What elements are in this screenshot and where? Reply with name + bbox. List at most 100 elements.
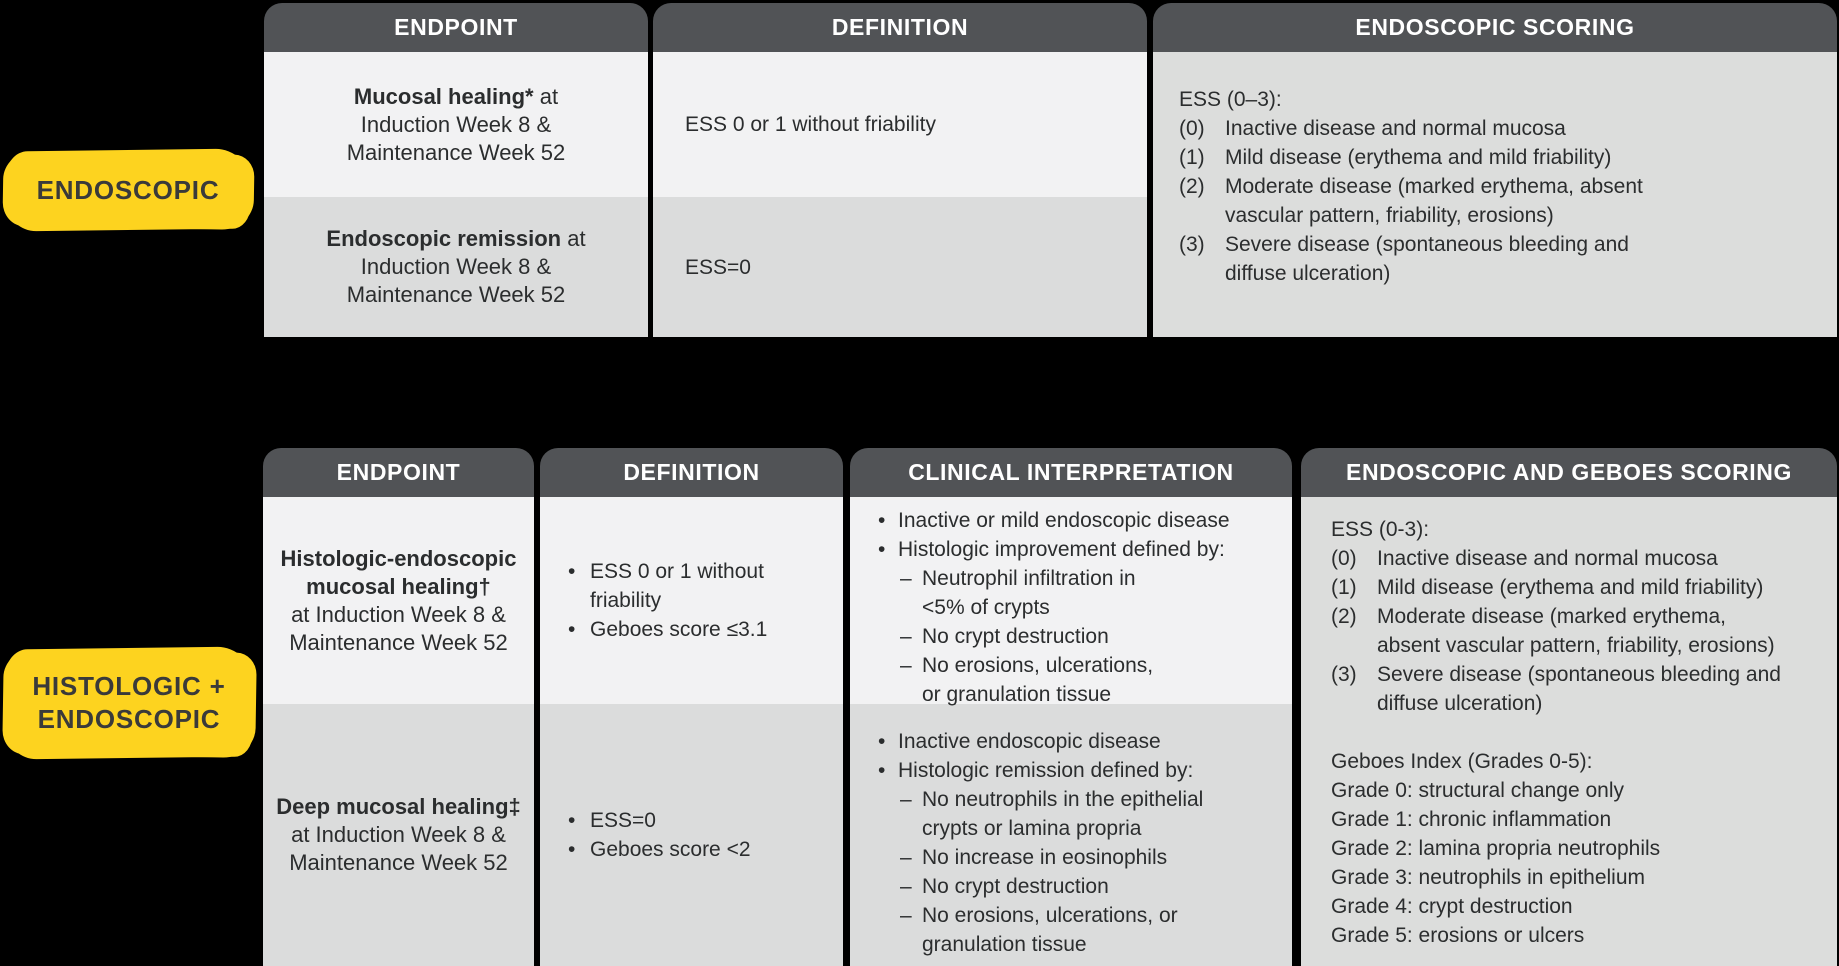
table1-endpoint-column: ENDPOINT Mucosal healing* at Induction We… xyxy=(264,3,648,337)
list-marker: (2) xyxy=(1331,605,1357,628)
table1-row1-endpoint-cell: Mucosal healing* at Induction Week 8 & Mai… xyxy=(264,52,648,197)
text-line: (0) Inactive disease and normal mucosa xyxy=(1331,544,1829,573)
text-line: • ESS=0 xyxy=(568,806,843,835)
text-span: at xyxy=(561,226,586,251)
histologic-endoscopic-section-label: HISTOLOGIC + ENDOSCOPIC xyxy=(2,646,257,760)
bold-text: mucosal healing† xyxy=(306,573,491,599)
text-line: Maintenance Week 52 xyxy=(281,629,517,657)
text-line: mucosal healing† xyxy=(281,573,517,601)
text-span: ESS=0 xyxy=(590,809,656,832)
text-span: Maintenance Week 52 xyxy=(346,282,566,307)
table2-row2-clinical-cell: • Inactive endoscopic disease • Histologic … xyxy=(850,704,1292,966)
ess-scale-list: (0) Inactive disease and normal mucosa (1)… xyxy=(1179,114,1819,288)
table2-clinical-interpretation-column: CLINICAL INTERPRETATION • Inactive or mil… xyxy=(850,448,1292,966)
text-line: • ESS 0 or 1 without xyxy=(568,557,843,586)
text-line: • Histologic improvement defined by: xyxy=(878,535,1282,564)
table2-row1-definition-cell: • ESS 0 or 1 without friability • Geboes sco… xyxy=(540,497,843,704)
table1-definition-header: DEFINITION xyxy=(653,3,1147,52)
text-span: Moderate disease (marked erythema, absen… xyxy=(1225,175,1643,198)
list-marker: (3) xyxy=(1179,233,1205,256)
list-marker: – xyxy=(900,846,912,869)
text-span: Mild disease (erythema and mild friabili… xyxy=(1225,146,1612,169)
table2-row1-clinical-cell: • Inactive or mild endoscopic disease • His… xyxy=(850,497,1292,706)
text-line: Endoscopic remission at xyxy=(326,225,585,253)
text-line: – No erosions, ulcerations, or xyxy=(878,901,1282,930)
text-line: – No increase in eosinophils xyxy=(878,843,1282,872)
text-line: Grade 0: structural change only xyxy=(1331,776,1829,805)
text-line: (3) Severe disease (spontaneous bleeding … xyxy=(1331,660,1829,689)
text-line: • Histologic remission defined by: xyxy=(878,756,1282,785)
ess-scale-title: ESS (0–3): xyxy=(1179,88,1282,111)
definition-text: ESS=0 xyxy=(685,253,1147,282)
table1-scoring-header: ENDOSCOPIC SCORING xyxy=(1153,3,1837,52)
text-line: (3) Severe disease (spontaneous bleeding … xyxy=(1179,230,1819,259)
table1-endpoint-header: ENDPOINT xyxy=(264,3,648,52)
endpoint-text: Mucosal healing* at Induction Week 8 & Mai… xyxy=(347,83,566,167)
text-line: Histologic-endoscopic xyxy=(281,545,517,573)
bold-text: Histologic-endoscopic xyxy=(280,545,517,571)
text-span: Grade 4: crypt destruction xyxy=(1331,895,1573,918)
column-header-text: DEFINITION xyxy=(831,14,969,40)
list-marker: • xyxy=(878,759,886,782)
text-span: Maintenance Week 52 xyxy=(346,139,566,165)
text-span: ESS 0 or 1 without friability xyxy=(685,113,936,136)
list-marker: – xyxy=(900,904,912,927)
text-span: Grade 1: chronic inflammation xyxy=(1331,808,1612,831)
text-line: Maintenance Week 52 xyxy=(326,281,585,309)
text-line: Grade 5: erosions or ulcers xyxy=(1331,921,1829,950)
text-span: Induction Week 8 & xyxy=(360,111,552,137)
text-span: No neutrophils in the epithelial xyxy=(922,788,1204,811)
text-span: Severe disease (spontaneous bleeding and xyxy=(1225,233,1629,256)
text-span: No increase in eosinophils xyxy=(922,846,1168,869)
text-span: at Induction Week 8 & xyxy=(291,822,506,847)
table2-clinical-header: CLINICAL INTERPRETATION xyxy=(850,448,1292,497)
text-line: crypts or lamina propria xyxy=(878,814,1282,843)
text-span: granulation tissue xyxy=(922,933,1087,956)
list-marker: (3) xyxy=(1331,663,1357,686)
text-line: Grade 3: neutrophils in epithelium xyxy=(1331,863,1829,892)
list-marker: (0) xyxy=(1179,117,1205,140)
text-span: Grade 5: erosions or ulcers xyxy=(1331,924,1585,947)
text-line: (0) Inactive disease and normal mucosa xyxy=(1179,114,1819,143)
text-line: (2) Moderate disease (marked erythema, xyxy=(1331,602,1829,631)
text-span: Induction Week 8 & xyxy=(360,254,552,279)
text-span: Inactive endoscopic disease xyxy=(898,730,1161,753)
list-marker: – xyxy=(900,654,912,677)
table1-row1-definition-cell: ESS 0 or 1 without friability xyxy=(653,52,1147,197)
column-header-text: ENDPOINT xyxy=(394,14,518,40)
table2-definition-header: DEFINITION xyxy=(540,448,843,497)
text-line: • Geboes score ≤3.1 xyxy=(568,615,843,644)
clinical-bullet-list: • Inactive endoscopic disease • Histologic … xyxy=(878,727,1282,959)
text-span: Inactive disease and normal mucosa xyxy=(1377,547,1718,570)
definition-bullet-list: • ESS=0 • Geboes score <2 xyxy=(568,806,843,864)
text-span: absent vascular pattern, friability, ero… xyxy=(1377,634,1775,657)
text-span: diffuse ulceration) xyxy=(1377,692,1543,715)
endpoint-text: Deep mucosal healing‡ at Induction Week 8… xyxy=(276,793,521,877)
text-line: Grade 1: chronic inflammation xyxy=(1331,805,1829,834)
text-line: or granulation tissue xyxy=(878,680,1282,709)
table1-row2-endpoint-cell: Endoscopic remission at Induction Week 8 … xyxy=(264,197,648,337)
list-marker: – xyxy=(900,625,912,648)
list-marker: • xyxy=(878,730,886,753)
geboes-index-title: Geboes Index (Grades 0-5): xyxy=(1331,750,1593,773)
list-marker: • xyxy=(568,838,576,861)
table1-scoring-cell: ESS (0–3): (0) Inactive disease and norma… xyxy=(1153,52,1837,337)
list-marker: – xyxy=(900,567,912,590)
text-line: – No crypt destruction xyxy=(878,872,1282,901)
text-line: • Inactive endoscopic disease xyxy=(878,727,1282,756)
text-span: friability xyxy=(590,589,662,612)
text-line: Grade 2: lamina propria neutrophils xyxy=(1331,834,1829,863)
text-line: Induction Week 8 & xyxy=(326,253,585,281)
text-line: – No crypt destruction xyxy=(878,622,1282,651)
text-line: – No neutrophils in the epithelial xyxy=(878,785,1282,814)
text-line: • Geboes score <2 xyxy=(568,835,843,864)
list-marker: (1) xyxy=(1331,576,1357,599)
text-line: (1) Mild disease (erythema and mild friab… xyxy=(1179,143,1819,172)
text-line: diffuse ulceration) xyxy=(1331,689,1829,718)
bold-text: Endoscopic remission xyxy=(326,226,562,251)
text-line: – Neutrophil infiltration in xyxy=(878,564,1282,593)
list-marker: • xyxy=(878,538,886,561)
ess-scale-title: ESS (0-3): xyxy=(1331,518,1430,541)
text-span: at xyxy=(533,83,559,109)
text-span: Severe disease (spontaneous bleeding and xyxy=(1377,663,1781,686)
